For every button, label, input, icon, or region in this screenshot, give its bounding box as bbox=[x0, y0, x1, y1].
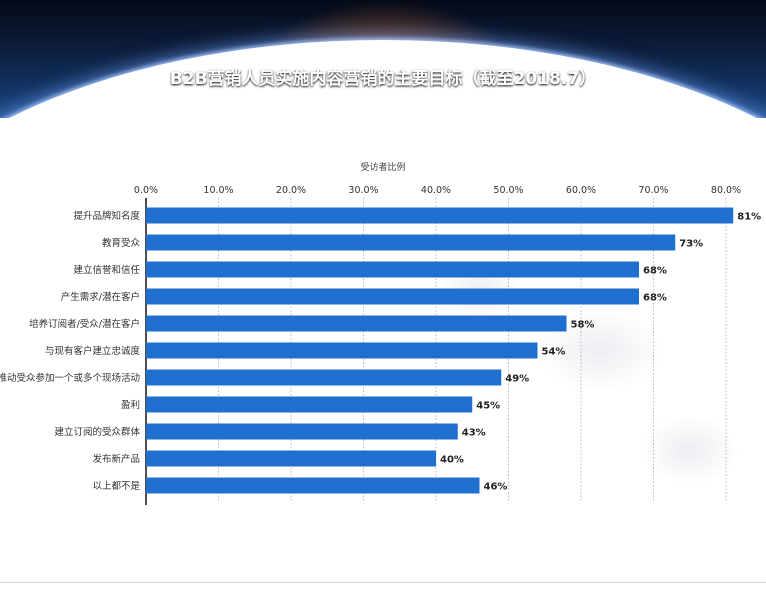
x-tick-label: 60.0% bbox=[566, 185, 596, 196]
bar bbox=[146, 261, 639, 278]
category-label: 盈利 bbox=[121, 399, 140, 411]
bar bbox=[146, 342, 538, 359]
category-label: 以上都不是 bbox=[92, 481, 140, 492]
x-axis-title: 受访者比例 bbox=[360, 163, 406, 173]
bar-chart: 0.0% 10.0% 20.0% 30.0% 40.0% 50.0% 60.0% 70.0% 8… bbox=[0, 185, 761, 505]
data-label: 54% bbox=[542, 347, 566, 358]
data-label: 46% bbox=[484, 482, 508, 493]
data-label: 68% bbox=[643, 266, 667, 277]
data-label: 43% bbox=[462, 428, 486, 439]
category-label: 教育受众 bbox=[102, 237, 141, 249]
x-tick-label: 80.0% bbox=[711, 185, 741, 196]
page-title: B2B营销人员实施内容营销的主要目标（截至2018.7） bbox=[169, 69, 597, 89]
bar bbox=[146, 423, 458, 440]
bar bbox=[146, 369, 502, 386]
category-label: 与现有客户建立忠诚度 bbox=[45, 345, 141, 357]
data-label: 45% bbox=[476, 401, 500, 412]
x-tick-label: 10.0% bbox=[203, 185, 233, 196]
data-label: 81% bbox=[737, 212, 761, 223]
x-tick-label: 50.0% bbox=[493, 185, 523, 196]
bar bbox=[146, 315, 567, 332]
header-banner: B2B营销人员实施内容营销的主要目标（截至2018.7） bbox=[0, 0, 766, 118]
bar bbox=[146, 450, 436, 467]
bar bbox=[146, 477, 480, 494]
bar bbox=[146, 234, 676, 251]
data-label: 40% bbox=[440, 455, 464, 466]
x-tick-label: 0.0% bbox=[134, 185, 158, 196]
bar bbox=[146, 396, 473, 413]
category-label: 建立订阅的受众群体 bbox=[54, 426, 140, 438]
category-label: 建立信誉和信任 bbox=[73, 264, 140, 276]
category-label: 推动受众参加一个或多个现场活动 bbox=[0, 372, 140, 384]
bar bbox=[146, 288, 639, 305]
x-tick-label: 70.0% bbox=[638, 185, 668, 196]
footer-divider bbox=[0, 582, 766, 583]
x-tick-label: 30.0% bbox=[348, 185, 378, 196]
bar bbox=[146, 207, 734, 224]
data-label: 58% bbox=[571, 320, 595, 331]
category-label: 提升品牌知名度 bbox=[73, 210, 140, 222]
data-label: 49% bbox=[505, 374, 529, 385]
category-label: 培养订阅者/受众/潜在客户 bbox=[29, 318, 140, 330]
category-label: 发布新产品 bbox=[92, 453, 140, 465]
x-tick-label: 20.0% bbox=[276, 185, 306, 196]
data-label: 68% bbox=[643, 293, 667, 304]
x-tick-label: 40.0% bbox=[421, 185, 451, 196]
category-label: 产生需求/潜在客户 bbox=[61, 291, 140, 303]
data-label: 73% bbox=[679, 239, 703, 250]
